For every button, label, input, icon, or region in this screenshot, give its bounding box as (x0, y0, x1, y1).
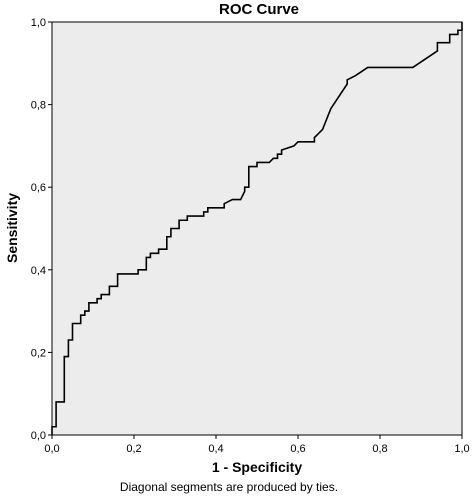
chart-title: ROC Curve (219, 1, 299, 18)
x-tick-label: 0,0 (44, 443, 59, 455)
x-tick-label: 0,2 (126, 443, 141, 455)
y-tick-label: 1,0 (31, 17, 46, 29)
y-tick-label: 0,6 (31, 182, 46, 194)
y-tick-label: 0,0 (31, 430, 46, 442)
y-tick-label: 0,4 (31, 265, 46, 277)
y-axis-ticks: 0,0 0,2 0,4 0,6 0,8 1,0 (31, 17, 52, 442)
x-tick-label: 0,8 (372, 443, 387, 455)
y-axis-title: Sensitivity (4, 193, 20, 263)
x-axis-title: 1 - Specificity (212, 459, 302, 475)
x-tick-label: 1,0 (454, 443, 469, 455)
y-tick-label: 0,2 (31, 347, 46, 359)
x-tick-label: 0,6 (290, 443, 305, 455)
roc-curve-line (51, 22, 463, 435)
x-axis-ticks: 0,0 0,2 0,4 0,6 0,8 1,0 (44, 435, 470, 455)
chart-footnote: Diagonal segments are produced by ties. (120, 480, 338, 494)
y-tick-label: 0,8 (31, 100, 46, 112)
x-tick-label: 0,4 (208, 443, 223, 455)
plot-area (51, 21, 463, 436)
